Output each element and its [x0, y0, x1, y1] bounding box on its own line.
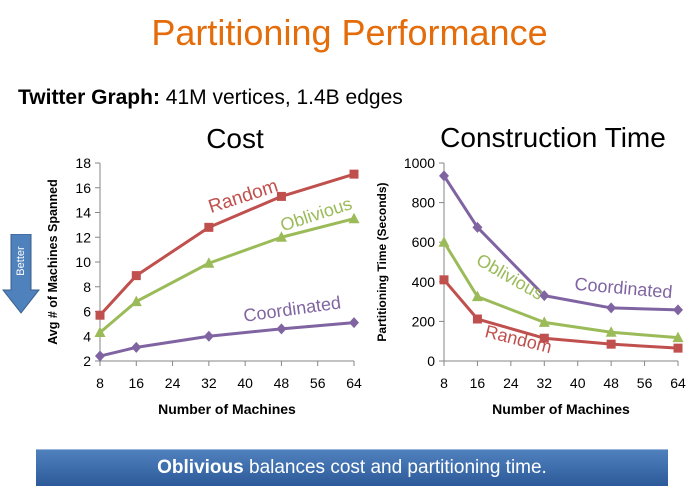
- chart1-point-random: [131, 271, 141, 281]
- chart1-point-coordinated: [276, 323, 287, 335]
- page-title: Partitioning Performance: [151, 12, 548, 53]
- chart2-point-oblivious: [605, 326, 617, 337]
- chart2-y-tick-label: 200: [412, 313, 436, 329]
- chart1-x-tick-label: 24: [165, 375, 181, 391]
- chart2-x-tick-label: 64: [670, 375, 686, 391]
- chart2-series-label-oblivious: Oblivious: [473, 250, 547, 304]
- chart2-x-tick-label: 8: [440, 375, 448, 391]
- chart1-y-axis-label: Avg # of Machines Spanned: [46, 179, 60, 345]
- chart2-point-oblivious: [438, 236, 450, 247]
- banner-highlight: Oblivious: [157, 457, 244, 478]
- chart1-point-coordinated: [349, 317, 359, 329]
- chart2-point-random: [606, 339, 616, 349]
- banner-text: balances cost and partitioning time.: [243, 457, 547, 478]
- chart1-point-oblivious: [203, 257, 215, 268]
- chart1-y-tick-label: 4: [83, 328, 91, 344]
- chart1-x-tick-label: 8: [96, 375, 104, 391]
- chart1-point-oblivious: [275, 231, 287, 242]
- chart1-y-tick-label: 18: [75, 155, 91, 171]
- chart1-y-tick-label: 6: [83, 304, 91, 320]
- chart2-point-random: [673, 343, 683, 353]
- chart1-point-coordinated: [95, 350, 105, 362]
- better-label: Better: [15, 246, 27, 276]
- graph-description: Twitter Graph: 41M vertices, 1.4B edges: [18, 86, 403, 110]
- chart2-x-tick-label: 24: [503, 375, 519, 391]
- chart2-title: Construction Time: [440, 122, 666, 153]
- chart2-x-tick-label: 32: [536, 375, 552, 391]
- chart1-point-coordinated: [203, 330, 214, 342]
- chart2-point-random: [472, 314, 482, 324]
- chart2-point-oblivious: [538, 316, 550, 327]
- chart2-point-random: [539, 333, 549, 343]
- chart2-y-tick-label: 400: [412, 274, 436, 290]
- chart2-point-coordinated: [673, 304, 683, 316]
- chart1-x-tick-label: 32: [201, 375, 217, 391]
- chart1-y-tick-label: 10: [75, 254, 91, 270]
- chart2-x-tick-label: 56: [637, 375, 653, 391]
- chart2-x-tick-label: 16: [470, 375, 486, 391]
- chart1-point-oblivious: [348, 212, 360, 224]
- chart1-title: Cost: [206, 123, 264, 154]
- chart2-x-axis-label: Number of Machines: [492, 401, 630, 417]
- graph-description-text: 41M vertices, 1.4B edges: [159, 86, 403, 109]
- chart1-y-tick-label: 8: [83, 279, 91, 295]
- chart1-point-random: [276, 191, 286, 201]
- chart2-point-coordinated: [539, 290, 550, 302]
- chart2-point-oblivious: [471, 290, 483, 302]
- chart1-y-tick-label: 2: [83, 353, 91, 369]
- chart1-point-coordinated: [131, 341, 142, 353]
- chart2-x-tick-label: 40: [570, 375, 586, 391]
- chart1-x-tick-label: 56: [310, 375, 326, 391]
- chart1-series-label-coordinated: Coordinated: [242, 292, 342, 325]
- chart1-y-tick-label: 14: [75, 205, 91, 221]
- chart1-x-tick-label: 48: [274, 375, 290, 391]
- chart1-x-tick-label: 16: [128, 375, 144, 391]
- chart1-line-coordinated: [99, 321, 355, 358]
- chart2-y-tick-label: 1000: [404, 155, 435, 171]
- chart1-y-tick-label: 16: [75, 180, 91, 196]
- chart1-point-oblivious: [130, 295, 142, 307]
- chart2-y-tick-label: 600: [412, 234, 436, 250]
- chart2-y-tick-label: 0: [427, 353, 435, 369]
- chart2-point-random: [439, 275, 449, 285]
- chart2-y-axis-label: Partitioning Time (Seconds): [375, 182, 389, 341]
- chart1-point-random: [95, 310, 105, 320]
- chart2-y-tick-label: 800: [412, 195, 436, 211]
- chart2-point-coordinated: [472, 221, 483, 233]
- chart2-point-coordinated: [606, 302, 617, 314]
- chart1-point-random: [204, 222, 214, 232]
- chart2-series-label-coordinated: Coordinated: [574, 274, 673, 302]
- chart2-point-coordinated: [439, 170, 449, 182]
- chart1-y-tick-label: 12: [75, 229, 91, 245]
- conclusion-banner: Oblivious balances cost and partitioning…: [36, 449, 668, 486]
- better-arrow-icon: Better: [2, 234, 40, 314]
- chart1-point-oblivious: [94, 326, 106, 338]
- graph-description-label: Twitter Graph:: [18, 86, 160, 109]
- chart1-point-random: [349, 169, 359, 179]
- chart2-x-tick-label: 48: [603, 375, 619, 391]
- chart1-x-tick-label: 40: [237, 375, 253, 391]
- chart1-x-axis-label: Number of Machines: [158, 401, 296, 417]
- chart2-point-oblivious: [672, 331, 684, 343]
- chart1-x-tick-label: 64: [346, 375, 362, 391]
